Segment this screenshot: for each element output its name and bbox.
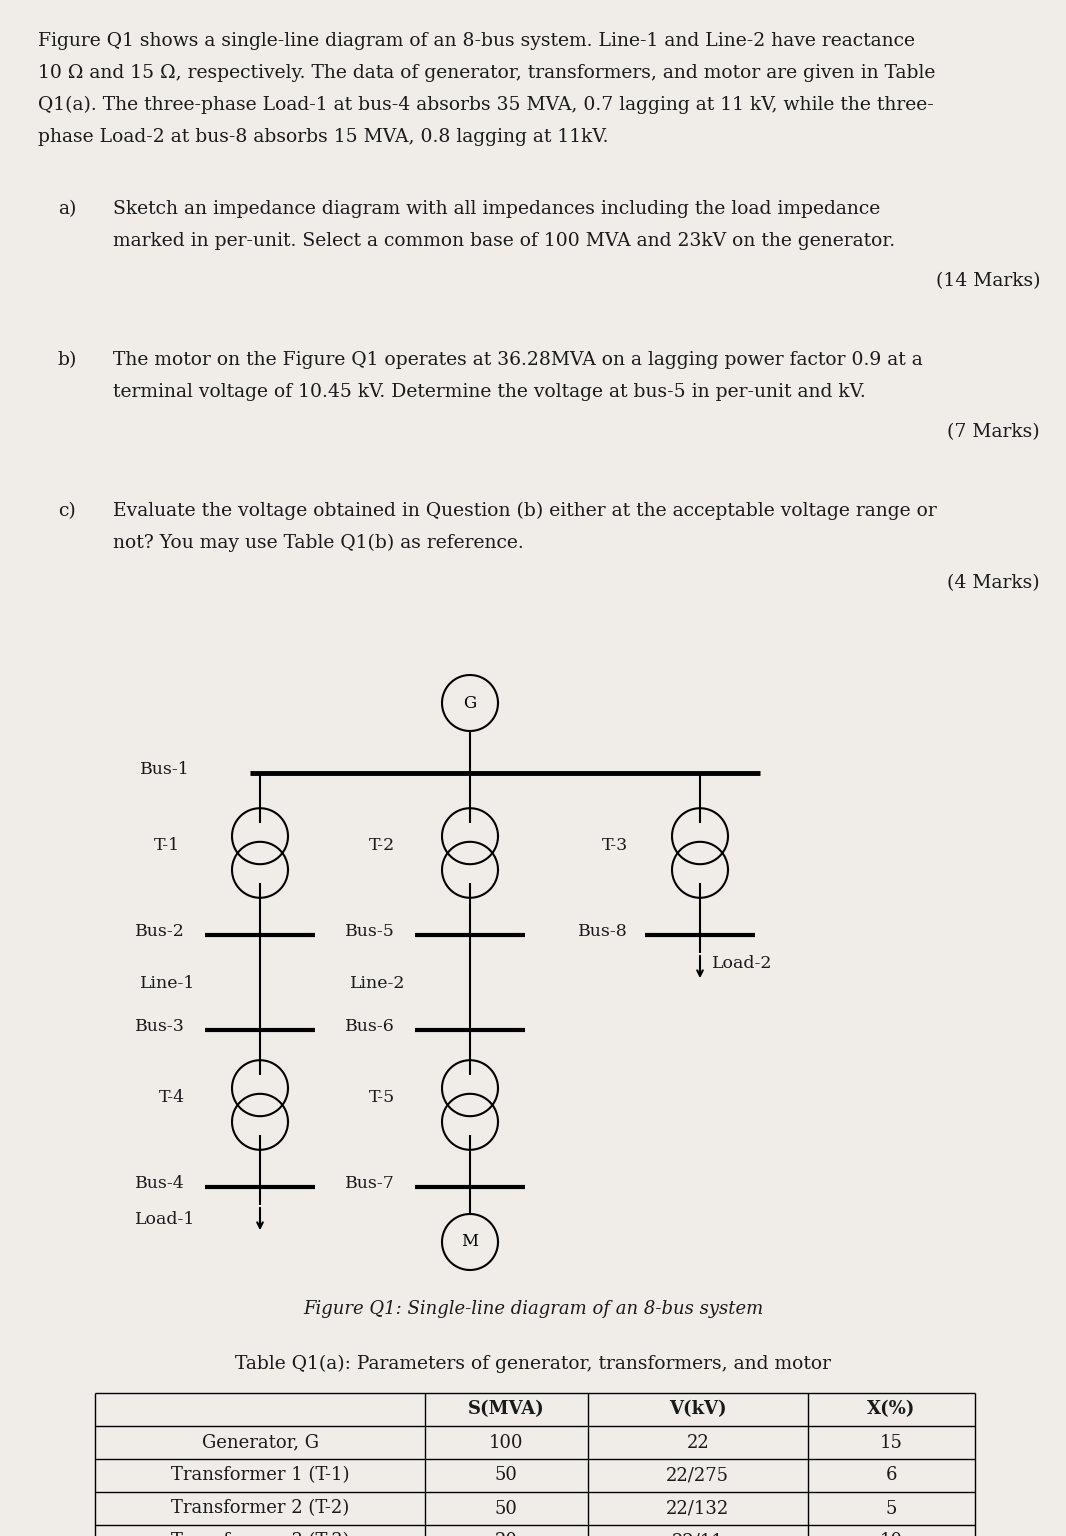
Text: Line-1: Line-1	[140, 974, 195, 992]
Text: 22/275: 22/275	[666, 1467, 729, 1484]
Text: Bus-6: Bus-6	[345, 1018, 395, 1035]
Text: Transformer 2 (T-2): Transformer 2 (T-2)	[171, 1499, 350, 1518]
Text: Figure Q1 shows a single-line diagram of an 8-bus system. Line-1 and Line-2 have: Figure Q1 shows a single-line diagram of…	[38, 32, 915, 51]
Text: 50: 50	[495, 1467, 518, 1484]
Text: 22: 22	[687, 1433, 709, 1452]
Text: X(%): X(%)	[868, 1401, 916, 1419]
Text: G: G	[464, 694, 477, 711]
Text: Sketch an impedance diagram with all impedances including the load impedance: Sketch an impedance diagram with all imp…	[113, 200, 881, 218]
Text: 20: 20	[495, 1533, 518, 1536]
Text: Transformer 1 (T-1): Transformer 1 (T-1)	[171, 1467, 350, 1484]
Text: 22/11: 22/11	[672, 1533, 724, 1536]
Text: Generator, G: Generator, G	[201, 1433, 319, 1452]
Text: b): b)	[58, 352, 78, 369]
Text: S(MVA): S(MVA)	[468, 1401, 545, 1419]
Text: Q1(a). The three-phase Load-1 at bus-4 absorbs 35 MVA, 0.7 lagging at 11 kV, whi: Q1(a). The three-phase Load-1 at bus-4 a…	[38, 95, 934, 114]
Text: Load-1: Load-1	[134, 1210, 195, 1227]
Text: Line-2: Line-2	[350, 974, 405, 992]
Text: (14 Marks): (14 Marks)	[936, 272, 1040, 290]
Text: a): a)	[58, 200, 77, 218]
Text: T-3: T-3	[601, 837, 628, 854]
Text: M: M	[462, 1233, 479, 1250]
Text: (7 Marks): (7 Marks)	[948, 422, 1040, 441]
Text: V(kV): V(kV)	[669, 1401, 727, 1419]
Text: 15: 15	[879, 1433, 903, 1452]
Text: 100: 100	[489, 1433, 523, 1452]
Text: 6: 6	[886, 1467, 898, 1484]
Text: terminal voltage of 10.45 kV. Determine the voltage at bus-5 in per-unit and kV.: terminal voltage of 10.45 kV. Determine …	[113, 382, 866, 401]
Text: Bus-8: Bus-8	[578, 923, 628, 940]
Text: The motor on the Figure Q1 operates at 36.28MVA on a lagging power factor 0.9 at: The motor on the Figure Q1 operates at 3…	[113, 352, 923, 369]
Text: Bus-5: Bus-5	[345, 923, 395, 940]
Text: (4 Marks): (4 Marks)	[948, 574, 1040, 591]
Text: 5: 5	[886, 1499, 898, 1518]
Text: Figure Q1: Single-line diagram of an 8-bus system: Figure Q1: Single-line diagram of an 8-b…	[303, 1299, 763, 1318]
Text: Bus-3: Bus-3	[135, 1018, 185, 1035]
Text: 10 Ω and 15 Ω, respectively. The data of generator, transformers, and motor are : 10 Ω and 15 Ω, respectively. The data of…	[38, 65, 935, 81]
Text: not? You may use Table Q1(b) as reference.: not? You may use Table Q1(b) as referenc…	[113, 535, 523, 553]
Text: marked in per-unit. Select a common base of 100 MVA and 23kV on the generator.: marked in per-unit. Select a common base…	[113, 232, 895, 250]
Text: 22/132: 22/132	[666, 1499, 729, 1518]
Text: T-2: T-2	[369, 837, 395, 854]
Text: Bus-2: Bus-2	[135, 923, 185, 940]
Text: Bus-7: Bus-7	[345, 1175, 395, 1192]
Text: T-4: T-4	[159, 1089, 185, 1106]
Text: Transformer 3 (T-3): Transformer 3 (T-3)	[171, 1533, 350, 1536]
Text: T-5: T-5	[369, 1089, 395, 1106]
Text: Table Q1(a): Parameters of generator, transformers, and motor: Table Q1(a): Parameters of generator, tr…	[235, 1355, 831, 1373]
Text: c): c)	[58, 502, 76, 521]
Text: Evaluate the voltage obtained in Question (b) either at the acceptable voltage r: Evaluate the voltage obtained in Questio…	[113, 502, 937, 521]
Text: 50: 50	[495, 1499, 518, 1518]
Text: Bus-4: Bus-4	[135, 1175, 185, 1192]
Text: Bus-1: Bus-1	[141, 760, 190, 779]
Text: T-1: T-1	[154, 837, 180, 854]
Text: Load-2: Load-2	[712, 954, 773, 971]
Text: 10: 10	[879, 1533, 903, 1536]
Text: phase Load-2 at bus-8 absorbs 15 MVA, 0.8 lagging at 11kV.: phase Load-2 at bus-8 absorbs 15 MVA, 0.…	[38, 127, 609, 146]
